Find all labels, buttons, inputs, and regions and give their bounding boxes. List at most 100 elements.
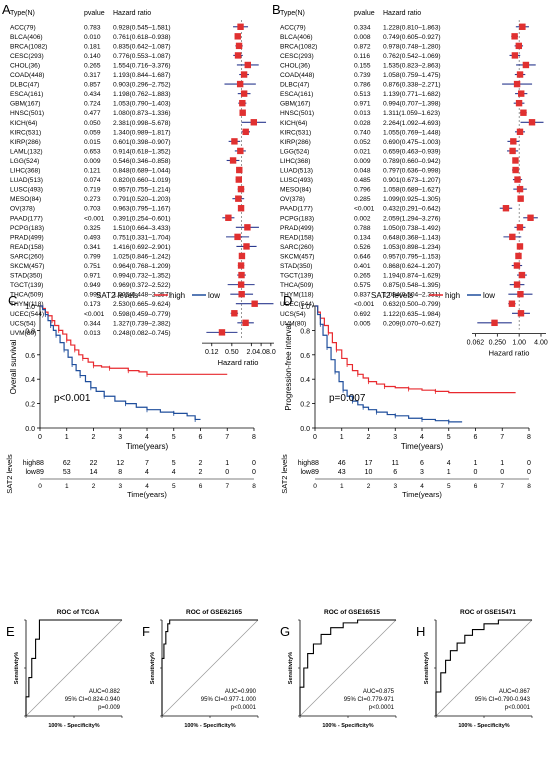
forest-row-pvalue: <0.001 [84, 311, 105, 318]
forest-row-type: ESCA(161) [10, 91, 43, 98]
km-risk-low-value: 0 [527, 469, 531, 476]
forest-row-pvalue: 0.334 [354, 24, 371, 31]
km-y-label: Progression-free interval [284, 323, 293, 410]
forest-hr-box [234, 52, 242, 59]
forest-row-type: STAD(350) [280, 263, 313, 270]
forest-row-type: SKCM(457) [10, 263, 44, 270]
forest-row-hr-text: 0.601(0.398–0.907) [113, 139, 171, 146]
forest-hr-box [513, 262, 521, 269]
forest-row-pvalue: <0.001 [354, 301, 375, 308]
forest-hr-box [509, 233, 516, 241]
forest-row-hr-text: 0.659(0.463–0.939) [383, 148, 441, 155]
panel-letter: E [6, 624, 15, 639]
roc-diagonal-reference [161, 619, 259, 717]
forest-hr-box [229, 157, 237, 164]
km-risk-high-value: 2 [199, 460, 203, 467]
forest-row-hr-text: 1.535(0.823–2.863) [383, 62, 441, 69]
forest-row-type: SKCM(457) [280, 253, 314, 260]
km-x-tick-label: 5 [172, 434, 176, 441]
forest-hr-box [235, 195, 242, 202]
forest-row-type: PCPG(183) [280, 215, 314, 222]
forest-hr-box [527, 214, 534, 221]
forest-hr-box [513, 281, 521, 288]
km-pvalue: p<0.001 [54, 393, 91, 404]
roc-y-label: Sensitivity% [288, 652, 294, 685]
roc-p: p<0.0001 [369, 705, 395, 711]
forest-row-hr-text: 0.632(0.500–0.799) [383, 301, 441, 308]
forest-row-type: MESO(84) [10, 196, 41, 203]
forest-row-pvalue: 0.692 [354, 311, 371, 318]
km-risk-low-value: 10 [365, 469, 373, 476]
km-risk-low-value: 1 [447, 469, 451, 476]
forest-row-type: CHOL(36) [280, 62, 310, 69]
forest-row-type: UCS(54) [10, 320, 36, 327]
forest-hr-box [236, 166, 243, 174]
forest-hr-box [237, 205, 245, 212]
km-x-tick-label: 5 [447, 434, 451, 441]
forest-row-hr-text: 1.340(0.989–1.817) [113, 129, 171, 136]
km-risk-x-tick-label: 7 [225, 483, 229, 490]
forest-hr-box [231, 310, 238, 317]
forest-hr-box [237, 281, 245, 288]
forest-row-hr-text: 1.099(0.925–1.305) [383, 196, 441, 203]
km-risk-row-high-label: high [23, 460, 36, 467]
km-risk-x-tick-label: 2 [367, 483, 371, 490]
panel-letter: H [416, 624, 425, 639]
km-x-tick-label: 1 [65, 434, 69, 441]
roc-y-label: Sensitivity% [14, 652, 20, 685]
km-y-tick-label: 0.2 [300, 402, 310, 409]
km-y-tick-label: 0.4 [300, 377, 310, 384]
forest-row-pvalue: 0.971 [84, 273, 101, 280]
forest-hr-box [239, 109, 246, 116]
forest-row-hr-text: 0.964(0.768–1.209) [113, 263, 171, 270]
km-risk-high-value: 17 [365, 460, 373, 467]
forest-row-pvalue: 0.121 [84, 168, 101, 175]
forest-row-hr-text: 0.969(0.372–2.522) [113, 282, 171, 289]
forest-x-tick-label: 2.0 [246, 349, 256, 356]
forest-row-pvalue: 0.265 [84, 62, 101, 69]
forest-hr-box [513, 80, 521, 88]
km-risk-high-value: 6 [420, 460, 424, 467]
forest-hr-box [250, 119, 258, 126]
forest-hr-box [243, 243, 250, 250]
forest-row-type: LIHC(368) [280, 158, 310, 165]
forest-row-hr-text: 0.963(0.795–1.167) [113, 206, 171, 213]
forest-row-hr-text: 1.228(0.810–1.863) [383, 24, 441, 31]
roc-auc: AUC=0.882 [89, 689, 121, 695]
panel-letter: C [8, 293, 17, 308]
forest-x-label: Hazard ratio [489, 349, 530, 358]
forest-hr-box [515, 252, 522, 260]
forest-row-pvalue: 0.134 [354, 234, 371, 241]
forest-x-tick-label: 4.0 [256, 349, 266, 356]
forest-row-hr-text: 1.055(0.769–1.448) [383, 129, 441, 136]
km-risk-low-value: 53 [63, 469, 71, 476]
forest-header-hazard-ratio: Hazard ratio [383, 10, 421, 17]
forest-row-pvalue: <0.001 [354, 206, 375, 213]
km-legend-high-label: high [445, 291, 460, 300]
forest-row-type: KIRC(531) [280, 129, 311, 136]
km-risk-low-value: 2 [199, 469, 203, 476]
forest-row-type: PRAD(499) [10, 234, 44, 241]
forest-hr-box [520, 109, 527, 116]
forest-hr-box [238, 252, 246, 260]
forest-row-hr-text: 0.391(0.254–0.601) [113, 215, 171, 222]
km-risk-low-value: 89 [36, 469, 44, 476]
forest-row-hr-text: 1.053(0.898–1.234) [383, 244, 441, 251]
roc-title: ROC of GSE62165 [186, 609, 242, 616]
forest-hr-box [225, 214, 232, 221]
km-risk-high-value: 7 [145, 460, 149, 467]
forest-hr-box [236, 80, 244, 88]
km-x-label: Time(years) [126, 442, 169, 451]
forest-hr-box [218, 329, 226, 336]
forest-row-pvalue: 0.344 [84, 320, 101, 327]
forest-row-pvalue: 0.799 [84, 253, 101, 260]
km-x-tick-label: 2 [92, 434, 96, 441]
forest-row-hr-text: 1.194(0.874–1.629) [383, 273, 441, 280]
km-risk-row-low-label: low [300, 469, 311, 476]
km-risk-x-tick-label: 1 [65, 483, 69, 490]
forest-x-label: Hazard ratio [218, 358, 259, 367]
forest-row-type: TGCT(139) [10, 282, 43, 289]
forest-x-tick-label: 0.12 [205, 349, 219, 356]
forest-row-pvalue: 0.646 [354, 253, 371, 260]
forest-panel-a: A Type(N) pvalue Hazard ratio ACC(79) 0.783 0.… [2, 2, 276, 367]
